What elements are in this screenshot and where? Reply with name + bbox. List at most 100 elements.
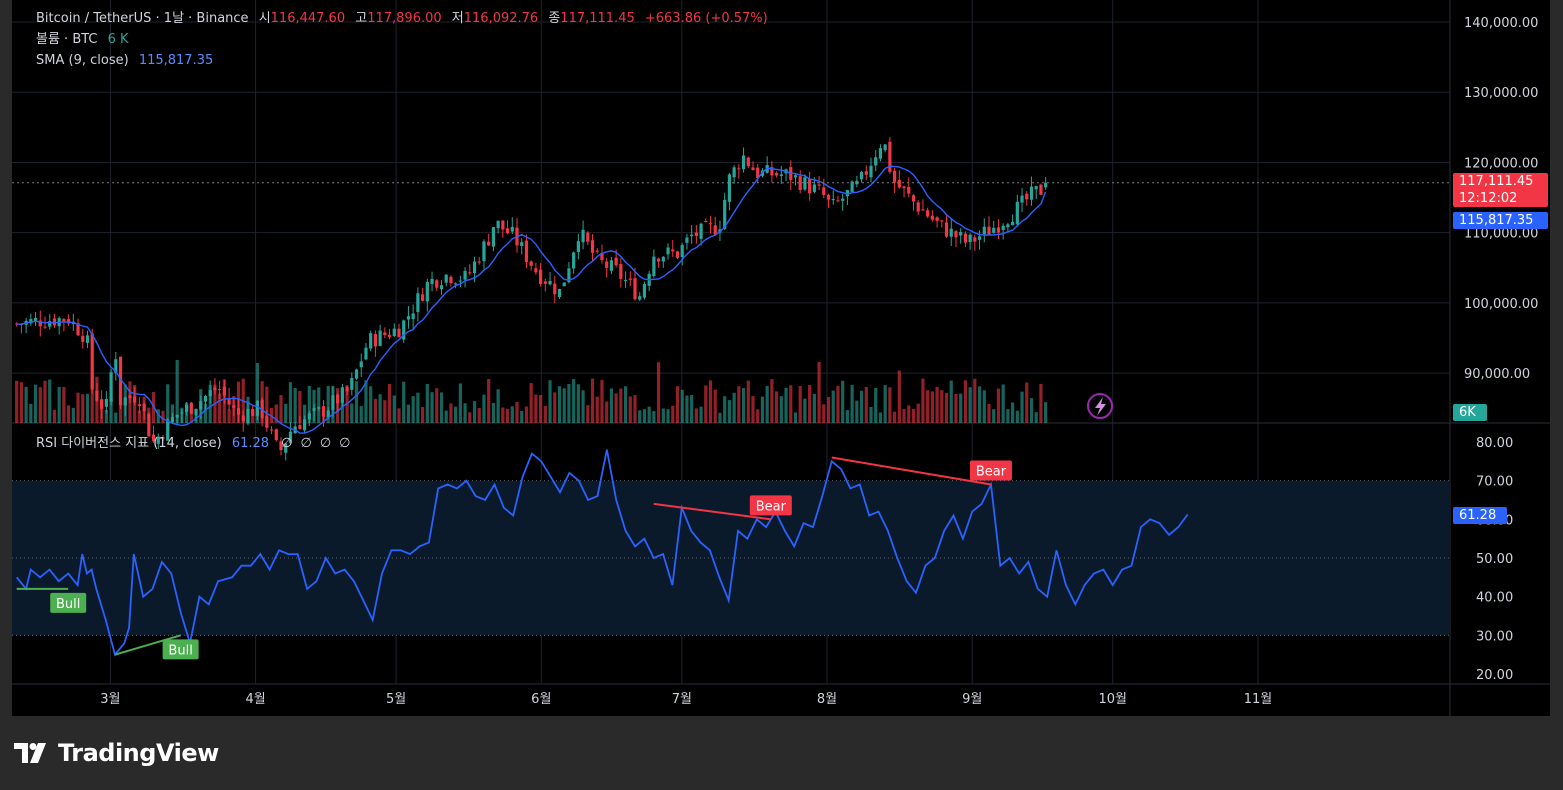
- candle-body: [331, 395, 335, 410]
- candle-body: [269, 429, 274, 431]
- candle-body: [1020, 195, 1024, 203]
- rsi-toggle-icon[interactable]: ∅: [319, 436, 332, 451]
- volume-bar: [987, 403, 991, 423]
- candle-body: [959, 232, 963, 236]
- brand-logo[interactable]: TradingView: [14, 736, 219, 770]
- volume-bar: [845, 410, 850, 423]
- candle-body: [935, 217, 939, 221]
- volume-bar: [430, 392, 434, 423]
- candle-body: [897, 179, 901, 188]
- volume-bar: [529, 383, 533, 423]
- volume-bar: [595, 396, 599, 423]
- volume-bar: [496, 389, 500, 423]
- volume-bar: [680, 389, 684, 423]
- volume-bar: [293, 388, 297, 423]
- candle-body: [180, 412, 184, 414]
- candle-body: [671, 249, 675, 252]
- volume-bar: [893, 411, 897, 423]
- volume-bar: [633, 395, 637, 423]
- volume-bar: [317, 387, 321, 423]
- volume-bar: [175, 360, 179, 423]
- volume-bar: [15, 380, 19, 423]
- symbol-title: Bitcoin / TetherUS · 1날 · Binance: [36, 11, 249, 26]
- candle-body: [595, 250, 599, 252]
- volume-bar: [614, 393, 618, 423]
- close-label: 종: [548, 11, 561, 26]
- candle-body: [680, 244, 684, 258]
- candle-body: [194, 408, 198, 415]
- candle-body: [76, 323, 80, 336]
- bull-label-badge: [50, 592, 87, 613]
- candle-body: [992, 227, 996, 233]
- volume-bar: [156, 409, 160, 423]
- candle-body: [619, 264, 623, 279]
- candle-body: [657, 258, 661, 262]
- candle-body: [690, 234, 694, 237]
- candle-body: [996, 227, 1001, 233]
- volume-bar: [24, 386, 28, 423]
- candle-body: [458, 280, 462, 282]
- candle-body: [421, 294, 425, 301]
- volume-bar: [808, 385, 812, 423]
- rsi-toggle-icon[interactable]: ∅: [281, 436, 293, 451]
- candle-body: [949, 228, 953, 237]
- candle-body: [567, 268, 571, 283]
- time-tick-label: 10월: [1098, 692, 1127, 707]
- brand-name: TradingView: [58, 739, 219, 767]
- candle-body: [878, 148, 883, 159]
- bear-label-text: Bear: [976, 465, 1007, 480]
- volume-bar: [671, 405, 675, 423]
- candle-body: [850, 181, 854, 192]
- candle-body: [387, 334, 392, 337]
- candle-body: [439, 285, 444, 290]
- volume-bar: [826, 397, 831, 423]
- bear-label-badge: [969, 460, 1012, 481]
- candle-body: [241, 415, 245, 422]
- volume-bar: [638, 410, 642, 423]
- candle-body: [354, 369, 359, 379]
- candle-body: [704, 220, 708, 222]
- volume-bar: [411, 396, 415, 423]
- candle-body: [1011, 221, 1015, 226]
- candle-body: [156, 436, 160, 444]
- candle-body: [944, 222, 949, 237]
- candle-body: [746, 157, 750, 167]
- symbol-legend: Bitcoin / TetherUS · 1날 · Binance 시116,4…: [36, 10, 768, 28]
- rsi-toggle-icon[interactable]: ∅: [300, 436, 312, 451]
- volume-bar: [501, 407, 505, 423]
- volume-bar: [916, 403, 920, 423]
- candle-body: [369, 333, 373, 349]
- candle-body: [147, 413, 151, 437]
- volume-bar: [279, 395, 283, 423]
- volume-bar: [770, 379, 774, 423]
- candle-body: [43, 326, 47, 328]
- volume-bar: [628, 396, 632, 423]
- rsi-toggle-icon[interactable]: ∅: [339, 436, 351, 451]
- lightning-icon: [1087, 393, 1113, 419]
- volume-bar: [491, 403, 496, 423]
- candle-body: [836, 200, 840, 202]
- candle-body: [831, 198, 835, 201]
- volume-bar: [576, 384, 580, 423]
- volume-bar: [992, 409, 996, 423]
- volume-bar: [557, 386, 562, 423]
- volume-bar: [326, 385, 330, 423]
- chart-canvas[interactable]: 90,000.00 100,000.00 110,000.00 120,000.00 1…: [12, 0, 1550, 716]
- candle-body: [793, 175, 798, 178]
- volume-bar: [817, 361, 821, 423]
- volume-bar: [402, 381, 406, 423]
- candle-body: [1044, 182, 1048, 188]
- volume-bar: [435, 388, 439, 423]
- volume-bar: [218, 393, 222, 423]
- volume-bar: [727, 400, 732, 423]
- candle-body: [642, 284, 647, 298]
- candle-body: [779, 174, 783, 177]
- chart-frame[interactable]: 90,000.00 100,000.00 110,000.00 120,000.00 1…: [12, 0, 1550, 716]
- volume-tag: 6K: [1453, 404, 1487, 421]
- candle-body: [397, 328, 401, 338]
- candle-body: [817, 184, 821, 186]
- volume-bar: [784, 387, 788, 423]
- volume-bar: [33, 384, 38, 423]
- volume-bar: [940, 390, 944, 423]
- price-tick-label: 100,000.00: [1464, 297, 1538, 312]
